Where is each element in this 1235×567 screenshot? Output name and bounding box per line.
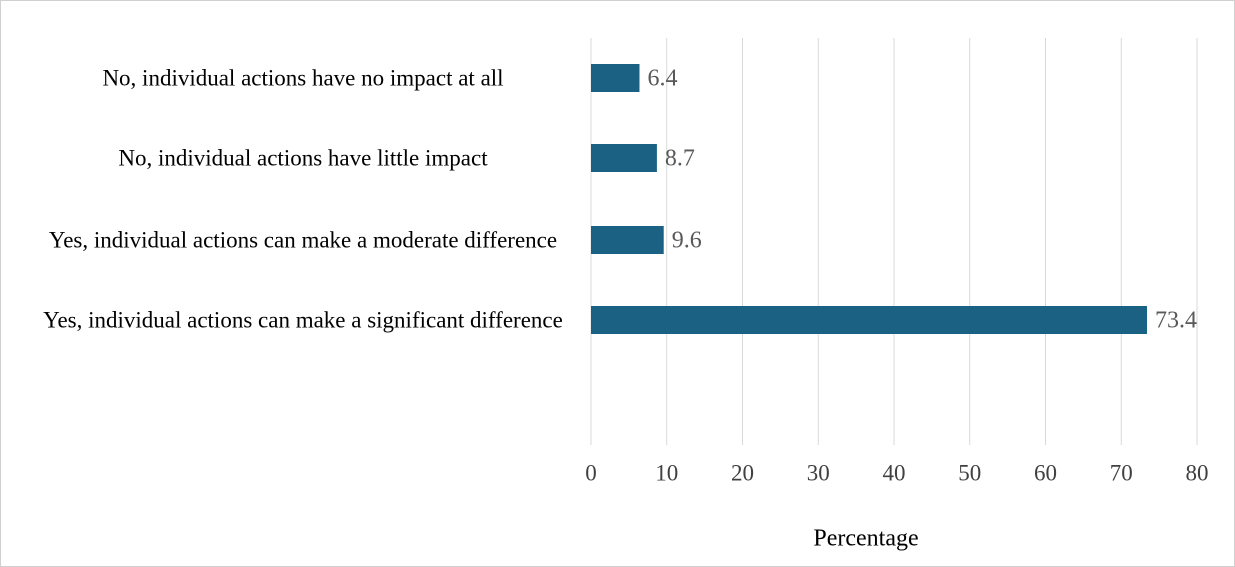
x-tick-label: 70 (1110, 460, 1133, 485)
y-tick-label: No, individual actions have little impac… (118, 145, 488, 171)
x-tick-label: 20 (731, 460, 754, 485)
data-label: 9.6 (672, 228, 702, 254)
x-tick-label: 10 (655, 460, 678, 485)
bar (591, 144, 657, 172)
data-label: 8.7 (665, 146, 695, 172)
y-tick-label: Yes, individual actions can make a moder… (48, 227, 558, 253)
x-tick-label: 60 (1034, 460, 1057, 485)
x-axis-label: Percentage (813, 526, 918, 552)
x-tick-label: 0 (585, 460, 597, 485)
x-tick-label: 30 (807, 460, 830, 485)
y-tick-label: Yes, individual actions can make a signi… (43, 307, 563, 333)
x-tick-label: 50 (958, 460, 981, 485)
bar (591, 306, 1148, 334)
bar (591, 64, 640, 92)
y-tick-label: No, individual actions have no impact at… (102, 65, 504, 91)
bar (591, 226, 664, 254)
x-tick-label: 40 (883, 460, 906, 485)
data-label: 73.4 (1155, 308, 1197, 334)
data-label: 6.4 (647, 66, 677, 92)
x-tick-label: 80 (1186, 460, 1209, 485)
